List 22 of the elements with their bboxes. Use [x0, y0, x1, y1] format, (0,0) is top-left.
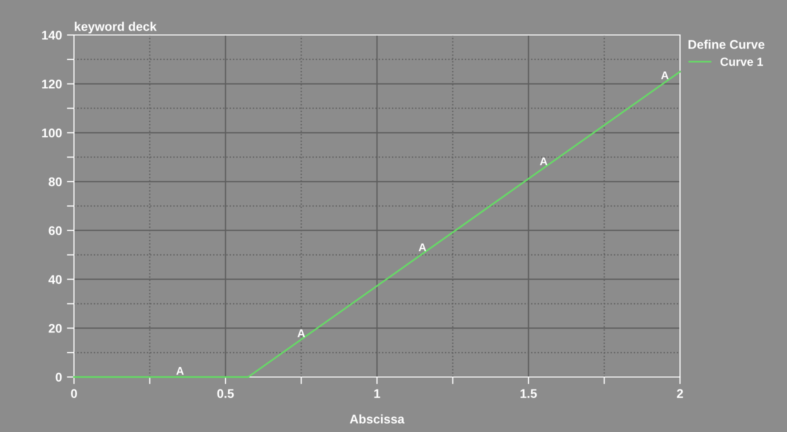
- y-tick-label: 140: [42, 30, 62, 40]
- annotation: A: [540, 157, 548, 166]
- y-tick-label: 60: [48, 226, 62, 236]
- y-tick-label: 100: [42, 128, 62, 138]
- annotation: A: [418, 243, 426, 252]
- chart-title: keyword deck: [74, 22, 157, 34]
- x-tick-label: 1: [374, 389, 380, 398]
- x-axis-title: Abscissa: [350, 414, 405, 424]
- annotation: A: [176, 367, 184, 375]
- y-tick-label: 80: [48, 177, 62, 186]
- x-tick-label: 0: [71, 389, 77, 398]
- y-tick-label: 40: [48, 275, 62, 284]
- y-tick-label: 0: [56, 372, 62, 382]
- x-tick-label: 2: [676, 389, 683, 398]
- annotation: A: [298, 329, 305, 338]
- annotation: A: [661, 71, 669, 80]
- legend-label: Curve 1: [720, 58, 763, 66]
- x-tick-label: 0.5: [217, 389, 234, 398]
- y-tick-label: 20: [48, 324, 62, 333]
- x-tick-label: 1.5: [520, 389, 537, 398]
- legend-title: Define Curve: [688, 40, 764, 49]
- y-tick-label: 120: [42, 80, 62, 89]
